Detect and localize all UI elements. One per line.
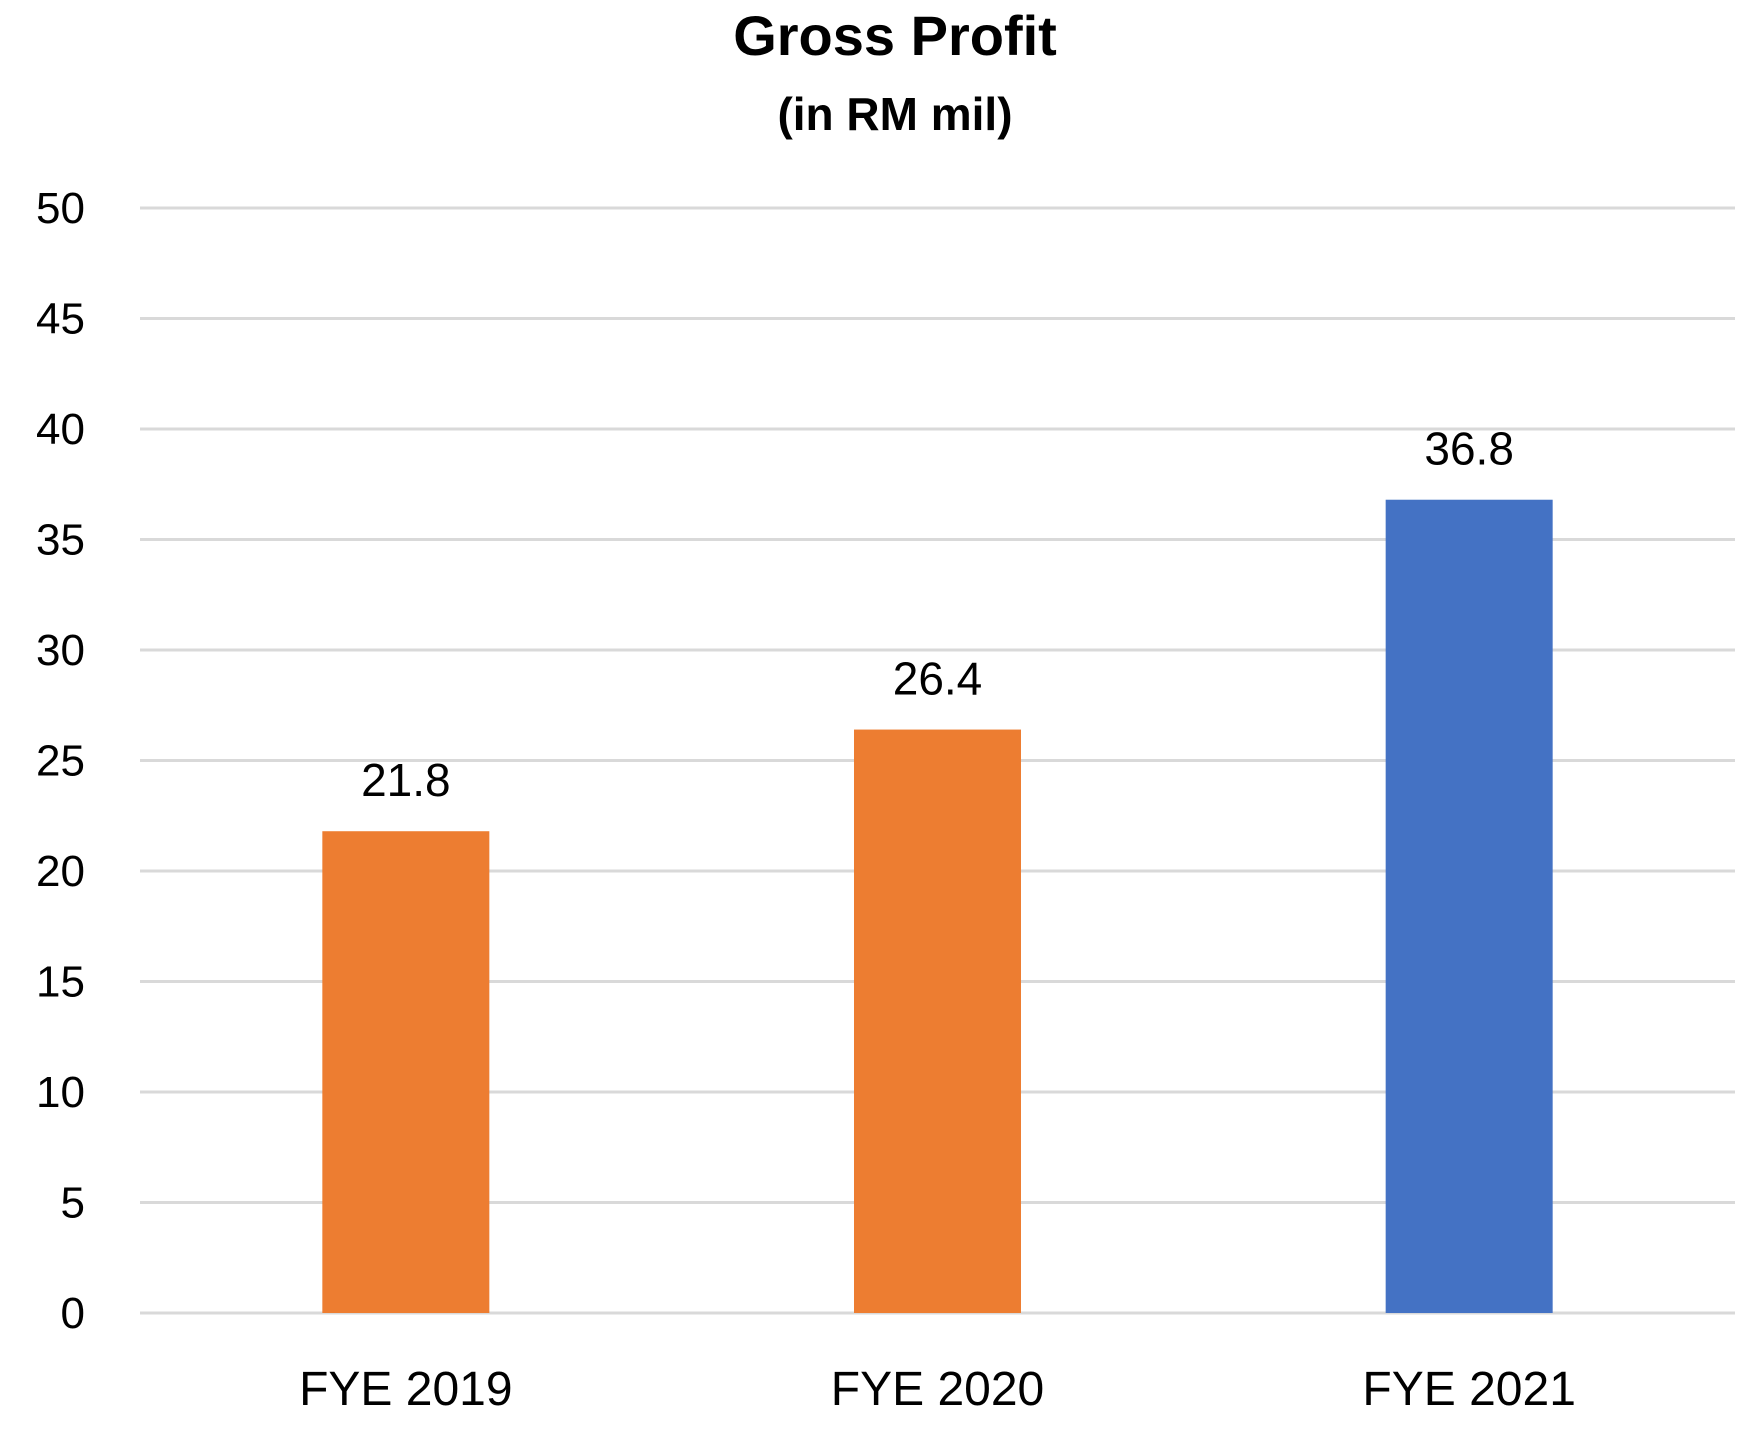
- y-tick-label: 45: [36, 295, 85, 344]
- bars: [322, 499, 1553, 1314]
- y-tick-label: 10: [36, 1068, 85, 1117]
- y-tick-label: 40: [36, 405, 85, 454]
- data-labels: 21.8 26.4 36.8: [361, 423, 1514, 806]
- y-tick-label: 15: [36, 958, 85, 1007]
- data-label: 26.4: [893, 653, 983, 705]
- chart-subtitle: (in RM mil): [777, 88, 1012, 140]
- y-tick-label: 35: [36, 516, 85, 565]
- x-axis-ticks: FYE 2019 FYE 2020 FYE 2021: [299, 1363, 1576, 1416]
- y-tick-label: 30: [36, 626, 85, 675]
- chart-title: Gross Profit: [733, 4, 1057, 67]
- y-tick-label: 5: [61, 1179, 85, 1228]
- x-tick-label: FYE 2020: [831, 1363, 1044, 1416]
- data-label: 21.8: [361, 754, 451, 806]
- bar: [1385, 499, 1553, 1314]
- bar: [854, 729, 1021, 1313]
- y-tick-label: 20: [36, 847, 85, 896]
- y-tick-label: 0: [61, 1289, 85, 1338]
- x-tick-label: FYE 2021: [1362, 1363, 1575, 1416]
- bar: [322, 831, 490, 1313]
- x-tick-label: FYE 2019: [299, 1363, 512, 1416]
- y-axis-ticks: 0 5 10 15 20 25 30 35 40 45 50: [36, 184, 85, 1338]
- y-tick-label: 50: [36, 184, 85, 233]
- data-label: 36.8: [1424, 423, 1514, 475]
- y-tick-label: 25: [36, 737, 85, 786]
